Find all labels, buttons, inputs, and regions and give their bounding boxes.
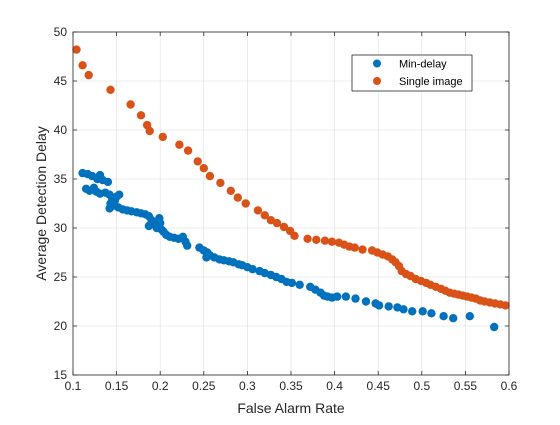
axis-ticks: 0.1 0.15 0.2 0.25 0.3 0.35 0.4 0.45 0.5 0.55 0.6 15… xyxy=(54,25,518,393)
y-tick-label: 25 xyxy=(54,270,68,284)
point-min-delay xyxy=(341,292,351,301)
point-single-image xyxy=(205,171,215,181)
point-single-image xyxy=(327,237,337,246)
data-points xyxy=(72,45,510,332)
legend-marker-single-image xyxy=(373,77,381,85)
point-min-delay xyxy=(374,301,384,310)
point-single-image xyxy=(158,132,167,142)
point-single-image xyxy=(175,140,184,149)
point-single-image xyxy=(72,45,81,54)
point-single-image xyxy=(226,186,235,195)
point-min-delay xyxy=(248,265,257,274)
point-single-image xyxy=(126,100,135,109)
series-min-delay xyxy=(78,168,499,332)
point-min-delay xyxy=(103,177,113,187)
legend: Min-delay Single image xyxy=(351,54,473,92)
x-tick-label: 0.45 xyxy=(367,379,391,393)
point-single-image xyxy=(241,199,250,208)
x-tick-label: 0.4 xyxy=(326,379,343,393)
point-single-image xyxy=(260,211,269,220)
point-min-delay xyxy=(144,221,154,231)
x-tick-label: 0.2 xyxy=(152,379,169,393)
point-single-image xyxy=(350,243,359,252)
point-min-delay xyxy=(408,307,417,316)
y-tick-label: 50 xyxy=(54,25,68,39)
y-tick-label: 20 xyxy=(54,319,68,333)
y-tick-label: 30 xyxy=(54,221,68,235)
y-tick-label: 15 xyxy=(54,368,68,382)
point-min-delay xyxy=(439,312,448,321)
point-min-delay xyxy=(449,314,458,323)
x-tick-label: 0.55 xyxy=(454,379,478,393)
y-tick-label: 45 xyxy=(54,74,68,88)
point-single-image xyxy=(279,222,289,232)
point-min-delay xyxy=(202,253,211,262)
point-single-image xyxy=(501,301,510,310)
legend-label-single-image: Single image xyxy=(399,76,463,88)
y-axis-label: Average Detection Delay xyxy=(33,126,49,281)
point-min-delay xyxy=(427,309,436,318)
point-single-image xyxy=(216,178,225,188)
point-single-image xyxy=(253,206,263,215)
point-single-image xyxy=(183,146,193,155)
point-single-image xyxy=(272,218,282,228)
point-single-image xyxy=(193,157,202,166)
point-min-delay xyxy=(418,307,427,316)
y-tick-label: 35 xyxy=(54,172,68,186)
point-min-delay xyxy=(351,294,360,303)
point-min-delay xyxy=(183,241,192,250)
legend-label-min-delay: Min-delay xyxy=(399,59,447,71)
x-tick-label: 0.15 xyxy=(105,379,129,393)
point-min-delay xyxy=(333,292,342,301)
point-min-delay xyxy=(384,302,393,311)
y-tick-label: 40 xyxy=(54,123,68,137)
point-single-image xyxy=(106,85,115,95)
point-min-delay xyxy=(465,312,474,321)
x-tick-label: 0.35 xyxy=(279,379,303,393)
point-single-image xyxy=(84,70,93,80)
x-tick-label: 0.25 xyxy=(192,379,216,393)
point-min-delay xyxy=(399,305,408,314)
point-single-image xyxy=(199,164,208,173)
point-single-image xyxy=(290,231,299,240)
point-min-delay xyxy=(287,278,297,288)
point-single-image xyxy=(136,111,146,120)
legend-box xyxy=(351,54,473,92)
x-axis-label: False Alarm Rate xyxy=(237,400,345,416)
x-tick-label: 0.3 xyxy=(239,379,256,393)
point-min-delay xyxy=(361,297,371,306)
x-tick-label: 0.6 xyxy=(501,379,518,393)
series-single-image xyxy=(72,45,510,310)
point-single-image xyxy=(320,236,330,245)
point-single-image xyxy=(78,61,87,70)
x-tick-label: 0.5 xyxy=(413,379,430,393)
point-single-image xyxy=(145,126,154,136)
point-single-image xyxy=(312,235,321,244)
point-min-delay xyxy=(490,322,499,332)
point-single-image xyxy=(358,245,367,254)
point-single-image xyxy=(233,193,242,202)
point-min-delay xyxy=(115,190,124,199)
point-min-delay xyxy=(295,280,304,289)
point-min-delay xyxy=(156,218,165,228)
point-single-image xyxy=(303,234,312,243)
x-tick-label: 0.1 xyxy=(65,379,82,393)
legend-marker-min-delay xyxy=(373,59,381,68)
